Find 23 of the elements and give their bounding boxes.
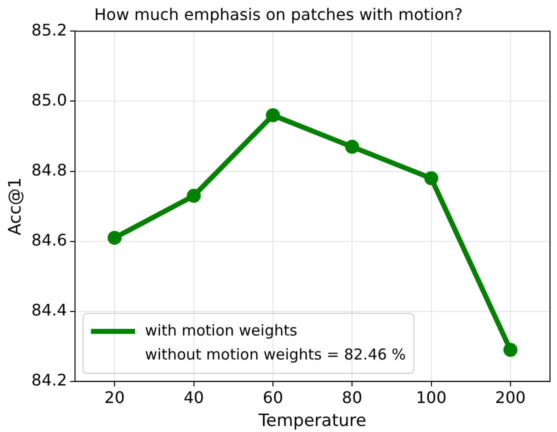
x-axis-title: Temperature <box>258 411 366 432</box>
y-tick-label: 84.6 <box>31 230 68 250</box>
x-tick-label: 40 <box>184 388 204 408</box>
x-tick-label: 200 <box>495 388 526 408</box>
legend-label: with motion weights <box>145 321 298 340</box>
y-tick-label: 84.8 <box>31 160 68 180</box>
point <box>345 140 360 154</box>
annotation: without motion weights = 82.46 % <box>145 345 406 364</box>
y-tick-label: 85.0 <box>31 90 68 110</box>
point <box>186 188 201 203</box>
x-tick-label: 60 <box>262 388 284 408</box>
y-tick-label: 85.2 <box>31 20 68 40</box>
chart-title: How much emphasis on patches with motion? <box>94 4 463 24</box>
y-tick-label: 84.4 <box>31 300 68 320</box>
x-tick-label: 100 <box>416 388 447 408</box>
point <box>424 171 438 186</box>
point <box>108 230 122 245</box>
point <box>266 108 280 122</box>
point <box>503 342 518 357</box>
y-tick-label: 84.2 <box>31 370 68 390</box>
x-tick-label: 80 <box>342 388 362 408</box>
x-tick-label: 20 <box>104 388 125 408</box>
y-axis-title: Acc@1 <box>6 177 26 236</box>
